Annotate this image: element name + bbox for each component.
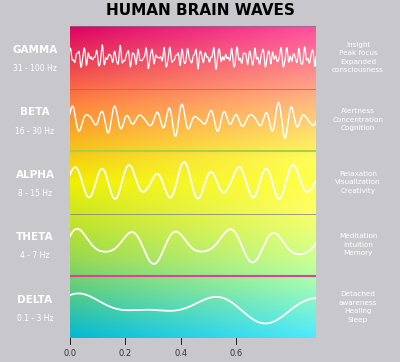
Text: 0.4: 0.4 [174,349,187,358]
Text: 8 - 15 Hz: 8 - 15 Hz [18,189,52,198]
Text: BETA: BETA [20,107,50,117]
Text: HUMAN BRAIN WAVES: HUMAN BRAIN WAVES [106,4,294,18]
Text: Meditation
Intuition
Memory: Meditation Intuition Memory [339,233,377,256]
Text: 0.1 - 3 Hz: 0.1 - 3 Hz [17,314,53,323]
Text: 0.2: 0.2 [119,349,132,358]
Text: Insight
Peak focus
Expanded
consciousness: Insight Peak focus Expanded consciousnes… [332,42,384,73]
Text: 31 - 100 Hz: 31 - 100 Hz [13,64,57,73]
Text: GAMMA: GAMMA [12,45,58,55]
Text: Detached
awareness
Healing
Sleep: Detached awareness Healing Sleep [339,291,377,323]
Text: ALPHA: ALPHA [16,170,54,180]
Text: 4 - 7 Hz: 4 - 7 Hz [20,252,50,261]
Text: DELTA: DELTA [18,295,52,305]
Text: 0.6: 0.6 [230,349,243,358]
Text: 16 - 30 Hz: 16 - 30 Hz [16,127,54,135]
Text: 0.0: 0.0 [64,349,76,358]
Text: THETA: THETA [16,232,54,242]
Text: Alertness
Concentration
Cognition: Alertness Concentration Cognition [332,108,384,131]
Text: Relaxation
Visualization
Creativity: Relaxation Visualization Creativity [335,171,381,194]
